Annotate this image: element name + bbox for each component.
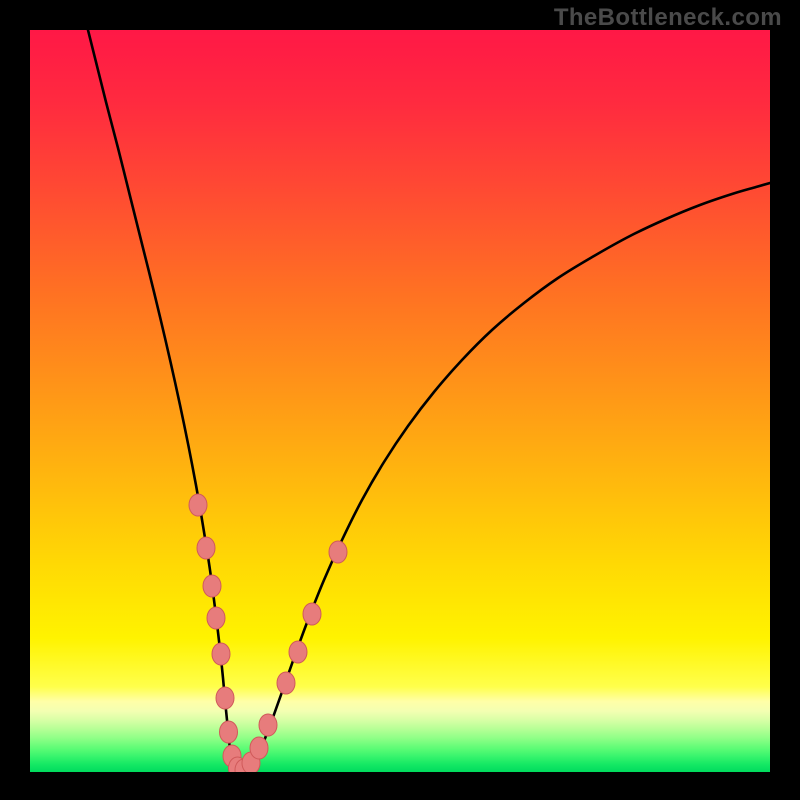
data-marker bbox=[220, 721, 238, 743]
marker-group bbox=[189, 494, 347, 772]
data-marker bbox=[277, 672, 295, 694]
data-marker bbox=[197, 537, 215, 559]
data-marker bbox=[207, 607, 225, 629]
plot-area bbox=[30, 30, 770, 772]
data-marker bbox=[203, 575, 221, 597]
curves-layer bbox=[30, 30, 770, 772]
right-curve bbox=[241, 183, 770, 772]
data-marker bbox=[216, 687, 234, 709]
data-marker bbox=[189, 494, 207, 516]
data-marker bbox=[212, 643, 230, 665]
watermark-text: TheBottleneck.com bbox=[554, 4, 782, 32]
data-marker bbox=[329, 541, 347, 563]
data-marker bbox=[250, 737, 268, 759]
data-marker bbox=[303, 603, 321, 625]
data-marker bbox=[289, 641, 307, 663]
chart-container: TheBottleneck.com bbox=[0, 0, 800, 800]
data-marker bbox=[259, 714, 277, 736]
